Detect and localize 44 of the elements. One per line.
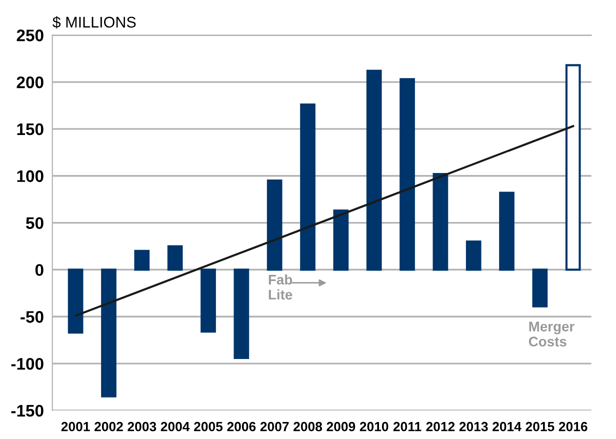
- bar: [167, 245, 183, 271]
- bar: [565, 64, 581, 271]
- bar: [432, 172, 448, 271]
- bar: [234, 268, 250, 359]
- x-tick-label: 2007: [260, 422, 289, 432]
- bar: [499, 192, 514, 271]
- y-tick-label: 250: [16, 30, 44, 42]
- x-tick-label: 2011: [393, 422, 422, 432]
- x-tick-label: 2009: [326, 422, 356, 432]
- x-tick-label: 2016: [558, 422, 588, 432]
- x-tick-label: 2008: [294, 422, 322, 432]
- x-tick-label: 2012: [426, 422, 455, 432]
- x-tick-label: 2006: [227, 422, 256, 432]
- annotation: Merger Costs: [528, 322, 574, 346]
- bar: [101, 268, 116, 398]
- y-tick-label: 200: [16, 76, 44, 88]
- bar: [68, 268, 84, 334]
- x-tick-label: 2004: [160, 422, 190, 432]
- y-tick-label: 0: [35, 264, 44, 276]
- y-axis-title: $ MILLIONS: [52, 16, 136, 29]
- y-tick-label: 150: [17, 123, 44, 136]
- x-tick-label: 2013: [459, 422, 488, 432]
- y-tick-label: -150: [11, 404, 44, 417]
- y-tick-label: 50: [26, 217, 44, 229]
- x-tick-label: 2010: [360, 422, 388, 432]
- x-tick-label: 2003: [128, 422, 156, 432]
- y-tick-label: 100: [17, 170, 44, 182]
- bar: [200, 268, 216, 333]
- bar: [400, 78, 415, 271]
- bar: [300, 104, 316, 271]
- bar: [333, 210, 349, 271]
- x-tick-label: 2015: [526, 422, 554, 432]
- annotation: Fab Lite: [268, 274, 292, 300]
- bar: [134, 250, 150, 271]
- y-tick-label: -50: [20, 311, 44, 323]
- x-tick-label: 2014: [492, 422, 522, 432]
- x-tick-label: 2001: [61, 422, 90, 432]
- y-tick-label: -100: [11, 358, 44, 370]
- bar: [532, 268, 548, 308]
- x-tick-label: 2002: [94, 422, 123, 432]
- bar: [366, 70, 382, 271]
- x-tick-label: 2005: [194, 422, 223, 432]
- bar: [266, 180, 282, 271]
- bar: [466, 240, 482, 271]
